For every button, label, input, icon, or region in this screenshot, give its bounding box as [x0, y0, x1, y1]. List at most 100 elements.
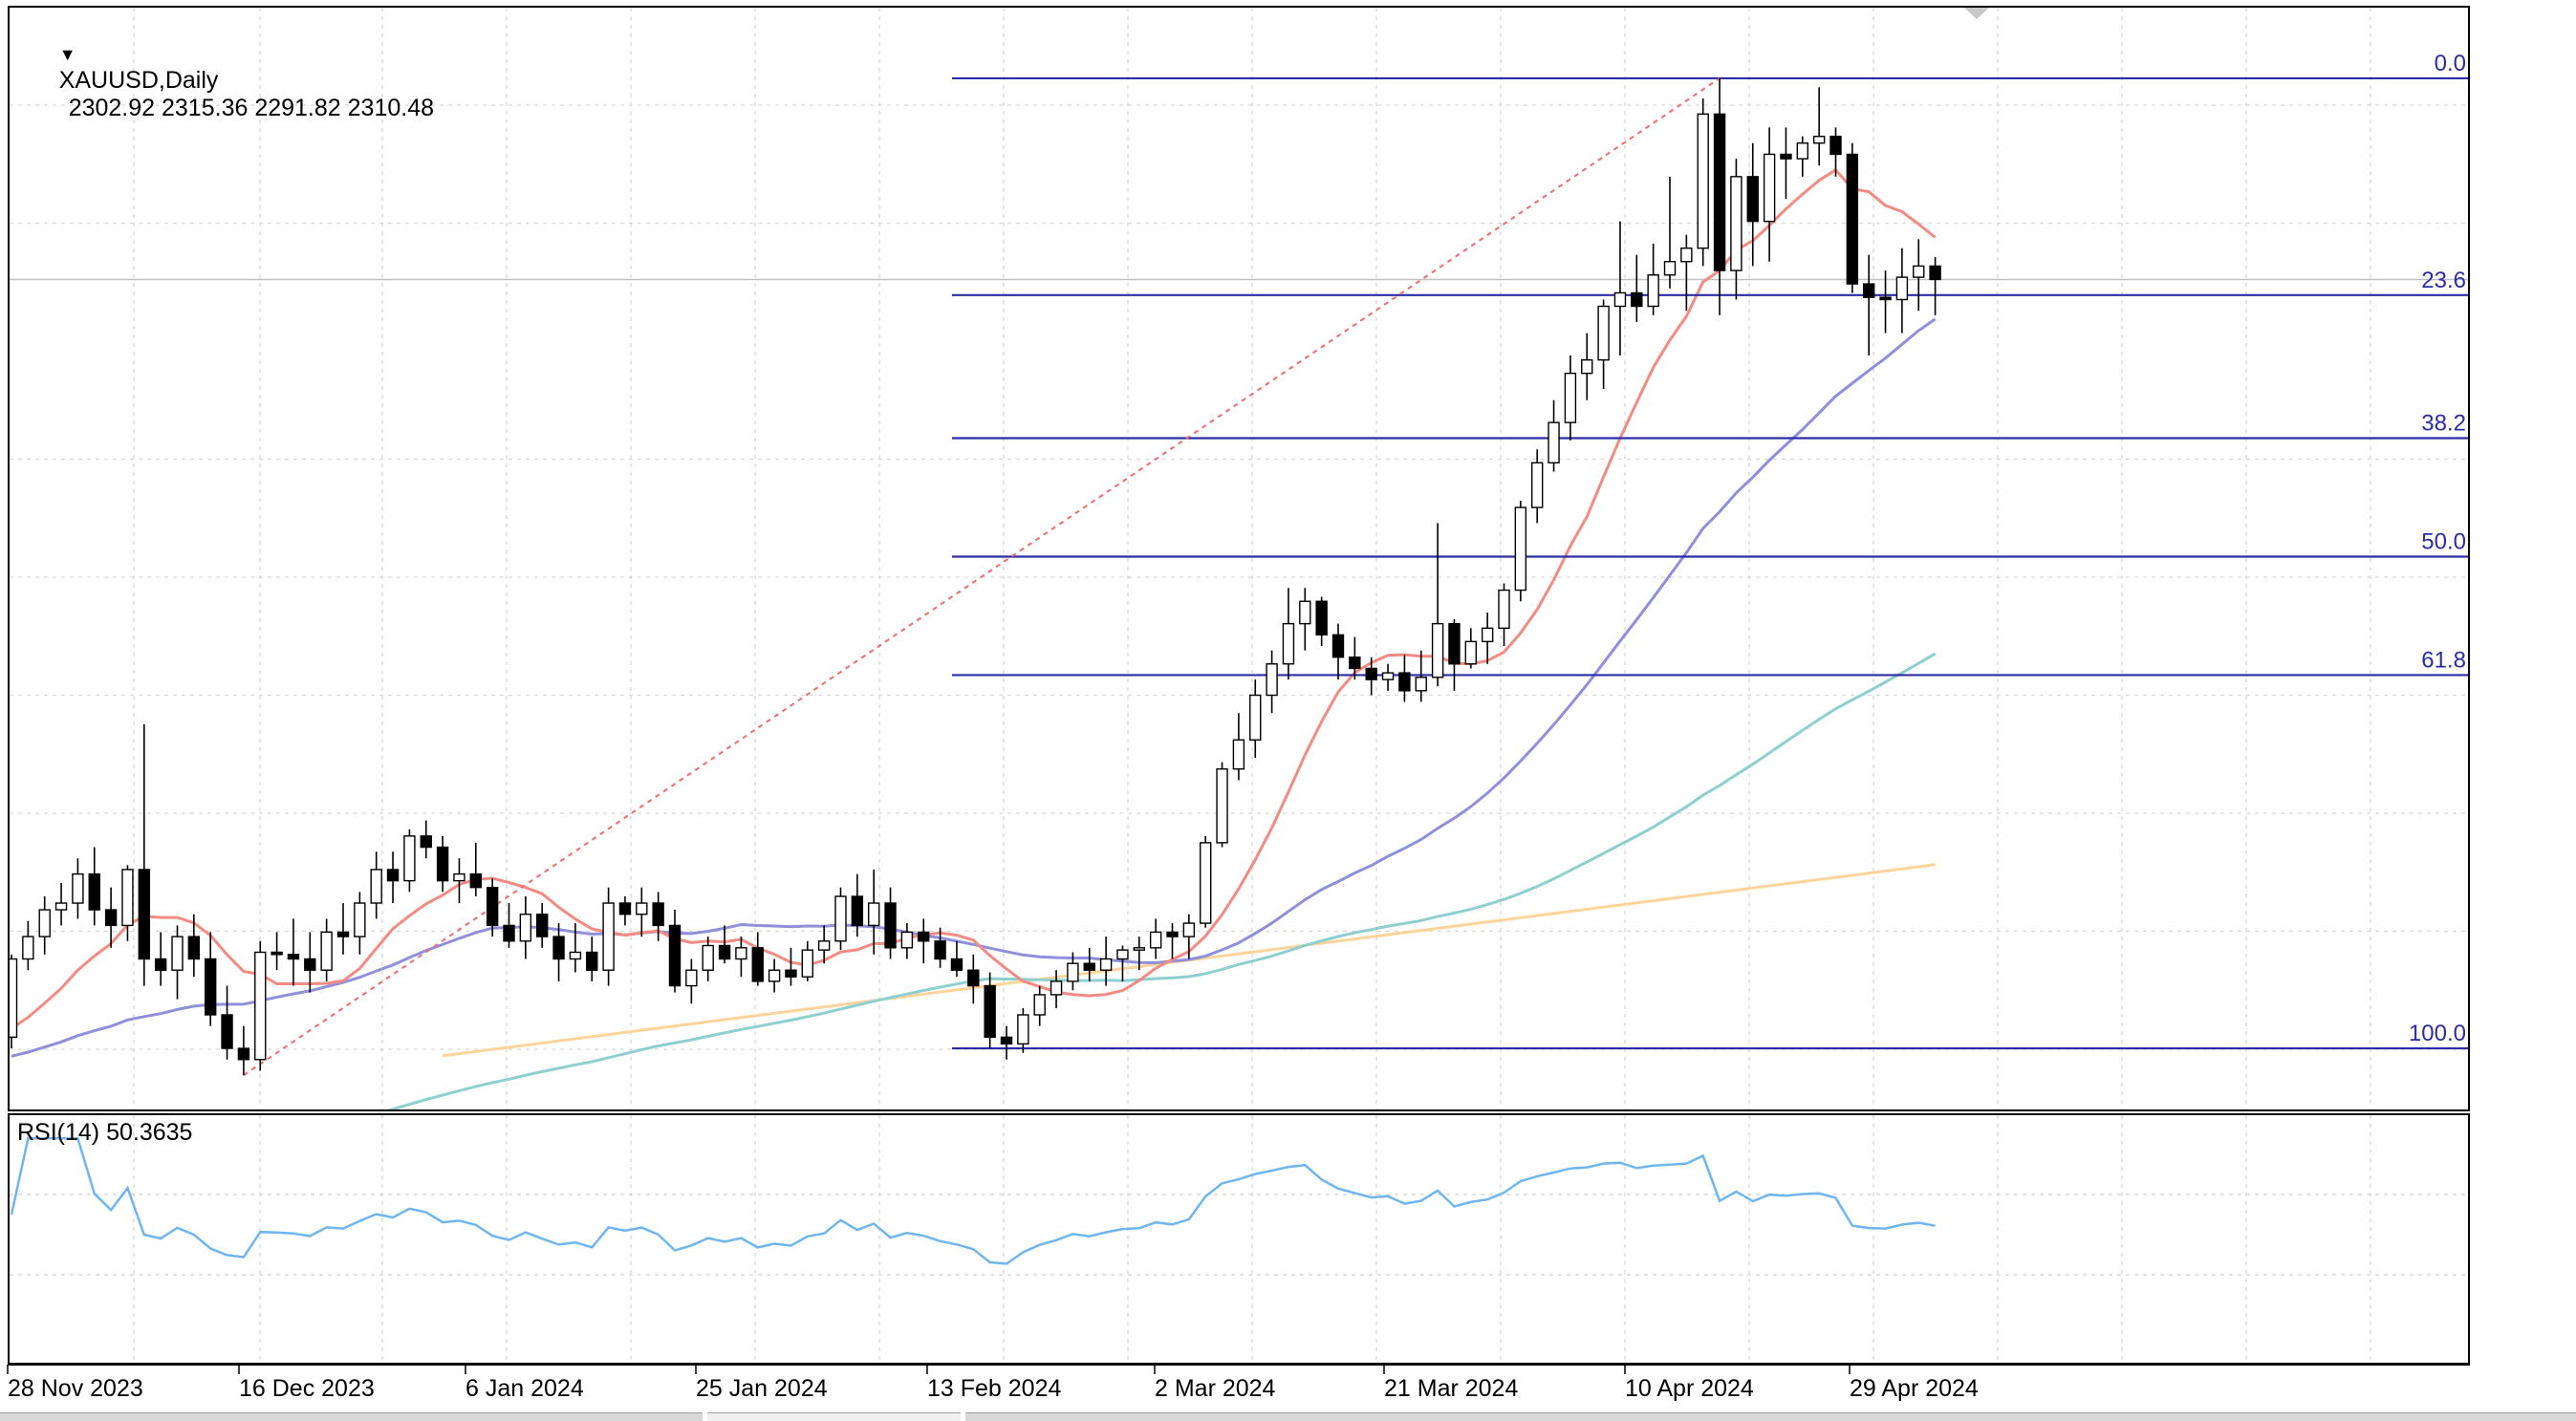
candle-body: [1331, 634, 1345, 658]
candle: [1083, 947, 1095, 981]
dropdown-triangle-icon[interactable]: ▼: [58, 45, 76, 64]
fibonacci-retracement[interactable]: 0.0 23.6 38.2 50.0 61.8 100.0: [952, 51, 2468, 1050]
rsi-canvas[interactable]: 10070300: [10, 1115, 2468, 1363]
candle: [420, 820, 432, 859]
candle-body: [469, 872, 482, 889]
candle-body: [1530, 462, 1544, 508]
candle: [1697, 97, 1709, 267]
rsi-indicator-pane[interactable]: 10070300 RSI(14) 50.3635: [8, 1113, 2470, 1365]
candle: [1530, 449, 1544, 524]
candle-body: [1713, 113, 1726, 271]
candle-body: [1680, 247, 1693, 263]
candle: [768, 958, 781, 993]
candle-body: [1381, 672, 1395, 680]
candle: [1780, 127, 1792, 200]
candle: [1232, 713, 1245, 781]
candle-body: [1846, 153, 1859, 285]
chart-tab[interactable]: [965, 1412, 2576, 1421]
candle: [22, 920, 34, 971]
candle-body: [221, 1014, 233, 1049]
candle: [685, 958, 698, 1004]
candle-body: [1730, 176, 1743, 271]
candle-body: [636, 902, 648, 915]
candle: [950, 940, 963, 978]
candle: [1415, 650, 1427, 702]
candle-body: [1166, 931, 1179, 937]
candle-body: [1116, 949, 1129, 960]
candle-body: [1199, 842, 1212, 924]
candle-body: [1581, 358, 1593, 375]
time-tick-label: 16 Dec 2023: [239, 1375, 375, 1402]
candle-body: [1282, 622, 1295, 665]
candle: [552, 923, 565, 981]
candle: [1564, 355, 1577, 441]
candle: [918, 918, 930, 964]
rsi-grid-lines: [10, 1115, 2468, 1363]
candle-body: [271, 951, 283, 956]
candle-body: [652, 902, 664, 927]
candle: [287, 918, 300, 986]
candle-body: [22, 936, 34, 960]
ma-20-line: [11, 167, 1937, 1030]
candle-body: [884, 902, 897, 949]
candle: [354, 892, 366, 955]
time-tick-label: 29 Apr 2024: [1850, 1375, 1979, 1402]
candle-body: [950, 958, 963, 971]
candle: [586, 937, 598, 981]
candle-body: [436, 846, 449, 882]
candle-body: [1812, 136, 1826, 144]
candle: [1431, 523, 1444, 687]
candle-body: [1879, 296, 1892, 301]
candle: [652, 892, 664, 941]
candle: [10, 954, 18, 1049]
candle: [486, 878, 499, 937]
candle-body: [354, 902, 366, 937]
chart-header: ▼ XAUUSD,Daily 2302.92 2315.36 2291.82 2…: [19, 11, 434, 150]
candle: [1000, 1025, 1013, 1060]
candle-body: [1481, 627, 1494, 643]
candle: [1365, 657, 1377, 696]
candle: [1331, 623, 1345, 680]
candle: [519, 896, 532, 959]
candle-body: [1862, 283, 1875, 298]
candle: [221, 985, 233, 1060]
chart-tab[interactable]: [0, 1412, 703, 1421]
time-tick-label: 21 Mar 2024: [1384, 1375, 1518, 1402]
candle: [569, 923, 582, 973]
fib-level-label: 23.6: [2421, 268, 2466, 293]
candle-body: [1913, 265, 1925, 278]
candle-body: [1895, 276, 1909, 301]
candle-body: [918, 931, 930, 942]
candle-body: [702, 944, 714, 971]
candle: [834, 887, 847, 951]
candle: [1448, 618, 1461, 691]
chart-tab-active[interactable]: [707, 1412, 961, 1421]
candle: [386, 851, 400, 904]
candle: [668, 910, 682, 993]
candle: [453, 858, 465, 904]
candle: [469, 842, 482, 897]
candle: [1514, 501, 1527, 602]
candle: [204, 932, 217, 1026]
candle-body: [1464, 640, 1478, 665]
candle: [1315, 596, 1328, 647]
rsi-title: RSI(14) 50.3635: [17, 1119, 193, 1146]
candle: [1282, 588, 1295, 680]
candle: [1548, 399, 1560, 472]
candle: [1597, 299, 1610, 390]
candle: [1199, 835, 1212, 928]
candle: [38, 896, 51, 955]
candle: [1464, 628, 1478, 669]
rsi-line: [10, 1136, 1936, 1265]
candle: [1182, 914, 1196, 959]
candle: [934, 927, 946, 968]
candle: [751, 932, 764, 986]
candle-body: [1647, 274, 1659, 308]
candle-body: [1398, 672, 1411, 692]
scroll-marker-icon[interactable]: [1964, 8, 1989, 19]
candle: [1879, 270, 1892, 334]
candle-body: [187, 936, 201, 960]
candle-body: [1249, 694, 1262, 741]
